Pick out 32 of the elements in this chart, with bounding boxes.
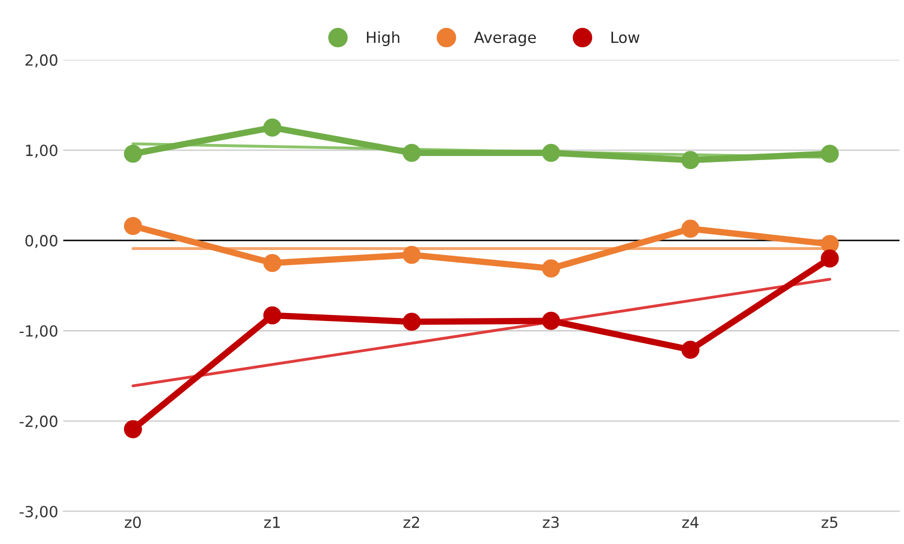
point bbox=[681, 340, 700, 359]
point bbox=[542, 259, 560, 278]
y-tick-label: 0,00 bbox=[25, 234, 58, 248]
point bbox=[263, 306, 282, 324]
y-tick-label: -1,00 bbox=[20, 325, 58, 338]
point bbox=[820, 249, 839, 268]
y-tick-label: 2,00 bbox=[26, 54, 58, 68]
point bbox=[542, 312, 560, 330]
point bbox=[542, 144, 560, 162]
legend-label: High bbox=[366, 31, 400, 46]
point bbox=[681, 151, 700, 170]
point bbox=[124, 420, 142, 438]
point bbox=[402, 246, 421, 264]
x-tick-label: z0 bbox=[124, 516, 141, 528]
x-tick-label: z5 bbox=[822, 516, 838, 528]
x-tick-label: z4 bbox=[682, 516, 698, 528]
y-tick-label: -2,00 bbox=[20, 416, 58, 429]
point bbox=[402, 312, 421, 331]
point bbox=[402, 144, 421, 162]
y-tick-label: -3,00 bbox=[20, 506, 58, 519]
point bbox=[263, 254, 282, 272]
point bbox=[124, 144, 142, 163]
point bbox=[263, 118, 282, 137]
x-tick-label: z1 bbox=[264, 516, 280, 528]
y-tick-label: 1,00 bbox=[26, 144, 58, 158]
x-tick-label: z2 bbox=[403, 516, 420, 528]
legend-label: Low bbox=[611, 32, 640, 44]
point bbox=[124, 216, 142, 236]
point bbox=[681, 220, 700, 238]
x-tick-label: z3 bbox=[542, 516, 559, 528]
legend-label: Average bbox=[474, 32, 536, 46]
point bbox=[820, 144, 839, 163]
